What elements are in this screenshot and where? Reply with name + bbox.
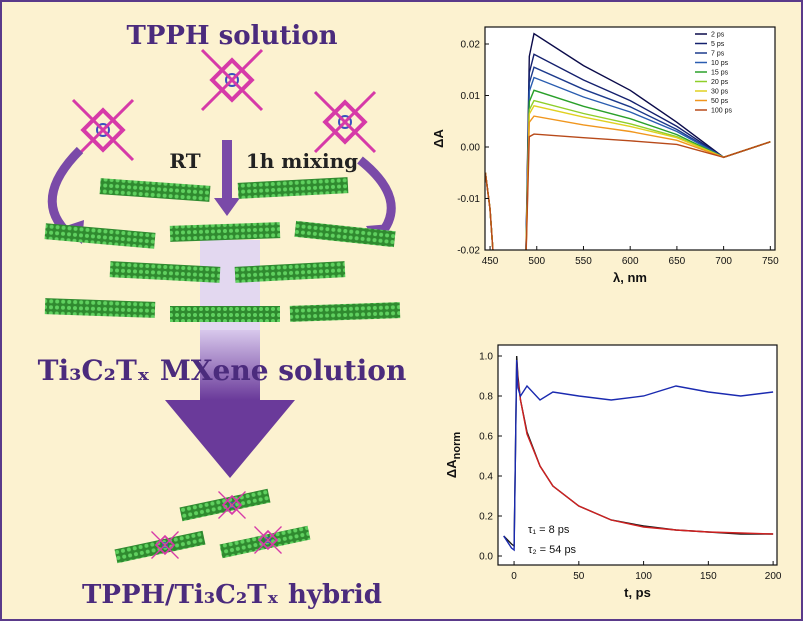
y-axis-label-main: ΔA — [444, 459, 459, 478]
x-tick-label: 500 — [528, 256, 545, 267]
legend-label: 50 ps — [711, 98, 729, 105]
y-tick-label: -0.02 — [457, 246, 480, 257]
molecule — [219, 492, 246, 519]
x-tick-label: 450 — [482, 256, 499, 267]
molecule — [152, 532, 179, 559]
x-tick-label: 550 — [575, 256, 592, 267]
x-tick-label: 600 — [622, 256, 639, 267]
x-tick-label: 750 — [762, 256, 779, 267]
x-tick-label: 150 — [700, 571, 717, 582]
molecule — [315, 92, 375, 152]
legend-label: 5 ps — [711, 41, 725, 48]
graphical-abstract: TPPH solution RT 1h mixing Ti₃C₂Tₓ MXene… — [0, 0, 803, 621]
y-tick-label: 1.0 — [479, 352, 493, 363]
diagram-label: Ti₃C₂Tₓ MXene solution — [38, 354, 407, 387]
x-tick-label: 650 — [669, 256, 686, 267]
x-tick-label: 200 — [765, 571, 782, 582]
diagram-label: TPPH solution — [127, 21, 338, 51]
legend-label: 100 ps — [711, 108, 733, 115]
x-tick-label: 700 — [715, 256, 732, 267]
molecule — [202, 50, 262, 110]
y-axis-label: ΔA — [431, 129, 446, 148]
legend-label: 2 ps — [711, 32, 725, 39]
y-tick-label: 0.6 — [479, 432, 493, 443]
x-axis-label: λ, nm — [613, 270, 647, 285]
annotation: τ₂ = 54 ps — [528, 544, 577, 556]
diagram-label: 1h mixing — [246, 149, 358, 173]
diagram-label: TPPH/Ti₃C₂Tₓ hybrid — [82, 580, 382, 610]
legend-label: 7 ps — [711, 51, 725, 58]
legend-label: 20 ps — [711, 79, 729, 86]
y-axis-label-sub: norm — [451, 432, 463, 460]
y-tick-label: 0.8 — [479, 392, 493, 403]
molecule — [255, 527, 282, 554]
x-tick-label: 0 — [511, 571, 517, 582]
y-tick-label: 0.0 — [479, 552, 493, 563]
x-axis-label: t, ps — [624, 585, 651, 600]
y-tick-label: 0.01 — [461, 91, 481, 102]
legend-label: 10 ps — [711, 60, 729, 67]
x-tick-label: 50 — [573, 571, 585, 582]
diagram-label: RT — [169, 149, 200, 173]
legend-label: 15 ps — [711, 70, 729, 77]
y-tick-label: 0.2 — [479, 512, 493, 523]
arrow — [222, 140, 232, 200]
y-axis-label-main: ΔA — [431, 129, 446, 148]
x-tick-label: 100 — [635, 571, 652, 582]
y-tick-label: 0.02 — [461, 39, 481, 50]
legend-label: 30 ps — [711, 89, 729, 96]
molecule — [73, 100, 133, 160]
y-tick-label: 0.00 — [461, 142, 481, 153]
y-tick-label: -0.01 — [457, 194, 480, 205]
annotation: τ₁ = 8 ps — [528, 524, 570, 536]
y-tick-label: 0.4 — [479, 472, 493, 483]
